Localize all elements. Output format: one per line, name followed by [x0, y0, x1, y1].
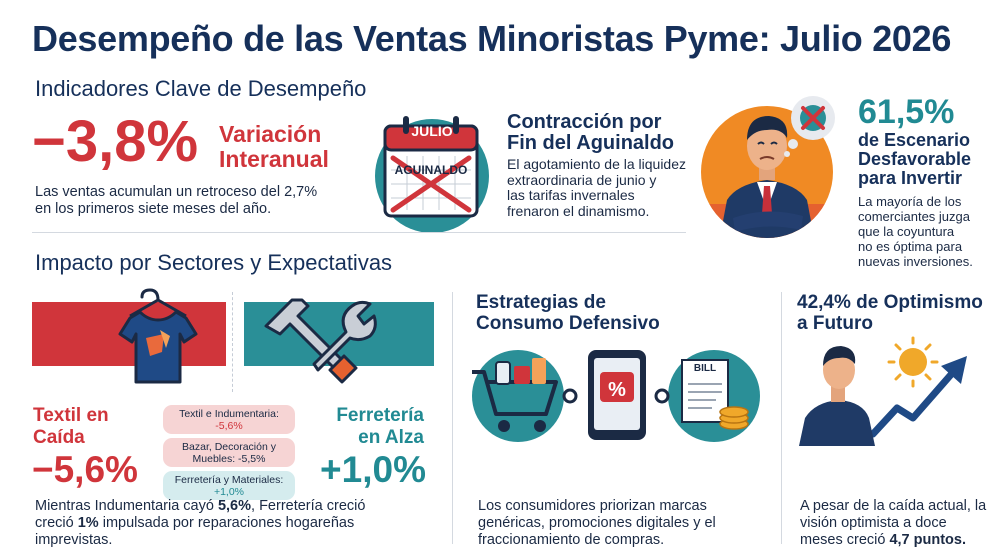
kpi-variation-text-line1: Las ventas acumulan un retroceso del 2,7… [35, 184, 318, 200]
pill-textil-line2: -5,6% [215, 420, 243, 432]
bill-label: BILL [693, 363, 717, 374]
kpi-heading: Indicadores Clave de Desempeño [35, 76, 367, 101]
kpi-unfavorable-title-line3: para Invertir [858, 168, 963, 188]
sectors-text: Mientras Indumentaria cayó 5,6%, Ferrete… [35, 498, 365, 549]
kpi-unfavorable-title-line2: Desfavorable [858, 149, 972, 169]
tshirt-icon [32, 286, 226, 396]
strategies-text-line3: fraccionamiento de compras. [478, 532, 665, 548]
optimism-growth-illustration [797, 334, 993, 446]
strategies-text: Los consumidores priorizan marcas genéri… [478, 498, 716, 549]
sector-pills: Textil e Indumentaria: -5,6% Bazar, Deco… [163, 405, 295, 500]
optimism-text-line1: A pesar de la caída actual, la [800, 498, 987, 514]
page-title: Desempeño de las Ventas Minoristas Pyme:… [32, 18, 952, 59]
ferreteria-value: +1,0% [320, 449, 426, 490]
sectors-text-line1: Mientras Indumentaria cayó 5,6%, Ferrete… [35, 498, 366, 514]
kpi-aguinaldo-title-line2: Fin del Aguinaldo [507, 132, 675, 154]
kpi-aguinaldo-title-line1: Contracción por [507, 111, 662, 133]
calendar-month: JULIO [411, 123, 453, 139]
kpi-aguinaldo-text-line2: extraordinaria de junio y [507, 171, 657, 188]
kpi-variation-label: Variación Interanual [219, 122, 329, 172]
optimism-title-line2: a Futuro [797, 313, 873, 334]
kpi-aguinaldo-text: El agotamiento de la liquidez extraordin… [507, 156, 687, 219]
section-divider [32, 232, 686, 233]
kpi-unfavorable-text-line4: no es óptima para [858, 239, 963, 254]
sector-icon-divider [232, 292, 234, 392]
pill-ferreteria-line2: +1,0% [213, 486, 245, 498]
textil-value: −5,6% [32, 449, 138, 490]
optimism-text: A pesar de la caída actual, la visión op… [800, 498, 986, 549]
kpi-unfavorable-value: 61,5% [858, 93, 955, 131]
pill-textil: Textil e Indumentaria: -5,6% [163, 405, 295, 434]
strategies-text-line1: Los consumidores priorizan marcas [478, 498, 707, 514]
strategies-title-line1: Estrategias de [476, 292, 606, 313]
optimism-text-line3: meses creció 4,7 puntos. [800, 532, 966, 548]
strategies-title: Estrategias de Consumo Defensivo [476, 292, 660, 334]
strategies-title-line2: Consumo Defensivo [476, 313, 660, 334]
ferreteria-label-line1: Ferretería [336, 405, 424, 426]
phone-discount-badge: % [608, 379, 626, 401]
kpi-variation-value: −3,8% [32, 109, 199, 174]
textil-label-line2: Caída [33, 427, 85, 448]
pill-bazar: Bazar, Decoración y Muebles: -5,5% [163, 438, 295, 467]
textil-label: Textil en Caída [33, 405, 109, 449]
kpi-aguinaldo-text-line3: las tarifas invernales [507, 187, 635, 203]
defensive-consumption-illustration [466, 342, 760, 446]
kpi-aguinaldo-text-line4: frenaron el dinamismo. [507, 202, 650, 219]
ferreteria-label-line2: en Alza [358, 427, 424, 448]
kpi-unfavorable-title: de Escenario Desfavorable para Invertir [858, 131, 971, 188]
kpi-unfavorable-text-line1: La mayoría de los [858, 194, 962, 209]
kpi-aguinaldo-title: Contracción por Fin del Aguinaldo [507, 112, 674, 154]
kpi-variation-label-line2: Interanual [219, 146, 329, 172]
sectors-text-line2: creció 1% impulsada por reparaciones hog… [35, 515, 355, 531]
sectors-text-line3: imprevistas. [35, 532, 113, 548]
pill-ferreteria-line1: Ferretería y Materiales: [174, 474, 284, 486]
kpi-unfavorable-text-line5: nuevas inversiones. [858, 254, 973, 269]
strategies-text-line2: genéricas, promociones digitales y el [478, 515, 716, 531]
pill-bazar-line1: Bazar, Decoración y [182, 441, 276, 453]
kpi-unfavorable-text-line3: que la coyuntura [858, 224, 955, 239]
ferreteria-label: Ferretería en Alza [300, 405, 424, 449]
optimism-title-line1: 42,4% de Optimismo [797, 292, 983, 313]
kpi-unfavorable-title-line1: de Escenario [858, 130, 971, 150]
kpi-unfavorable-text: La mayoría de los comerciantes juzga que… [858, 194, 973, 269]
pill-ferreteria: Ferretería y Materiales: +1,0% [163, 471, 295, 500]
kpi-variation-label-line1: Variación [219, 121, 322, 147]
kpi-aguinaldo-text-line1: El agotamiento de la liquidez [507, 156, 687, 172]
kpi-unfavorable-text-line2: comerciantes juzga [858, 209, 970, 224]
pill-textil-line1: Textil e Indumentaria: [179, 408, 279, 420]
worried-businessman-icon [697, 92, 847, 242]
optimism-text-line2: visión optimista a doce [800, 515, 947, 531]
textil-label-line1: Textil en [33, 405, 109, 426]
calendar-word: AGUINALDO [394, 163, 468, 177]
sectors-heading: Impacto por Sectores y Expectativas [35, 250, 393, 275]
column-divider-2 [781, 292, 782, 544]
kpi-variation-text: Las ventas acumulan un retroceso del 2,7… [35, 184, 317, 218]
column-divider-1 [452, 292, 453, 544]
pill-bazar-line2: Muebles: -5,5% [192, 453, 266, 465]
hammer-wrench-icon [244, 286, 434, 396]
calendar-icon [367, 106, 497, 236]
optimism-title: 42,4% de Optimismo a Futuro [797, 292, 983, 334]
kpi-variation-text-line2: en los primeros siete meses del año. [35, 201, 272, 217]
